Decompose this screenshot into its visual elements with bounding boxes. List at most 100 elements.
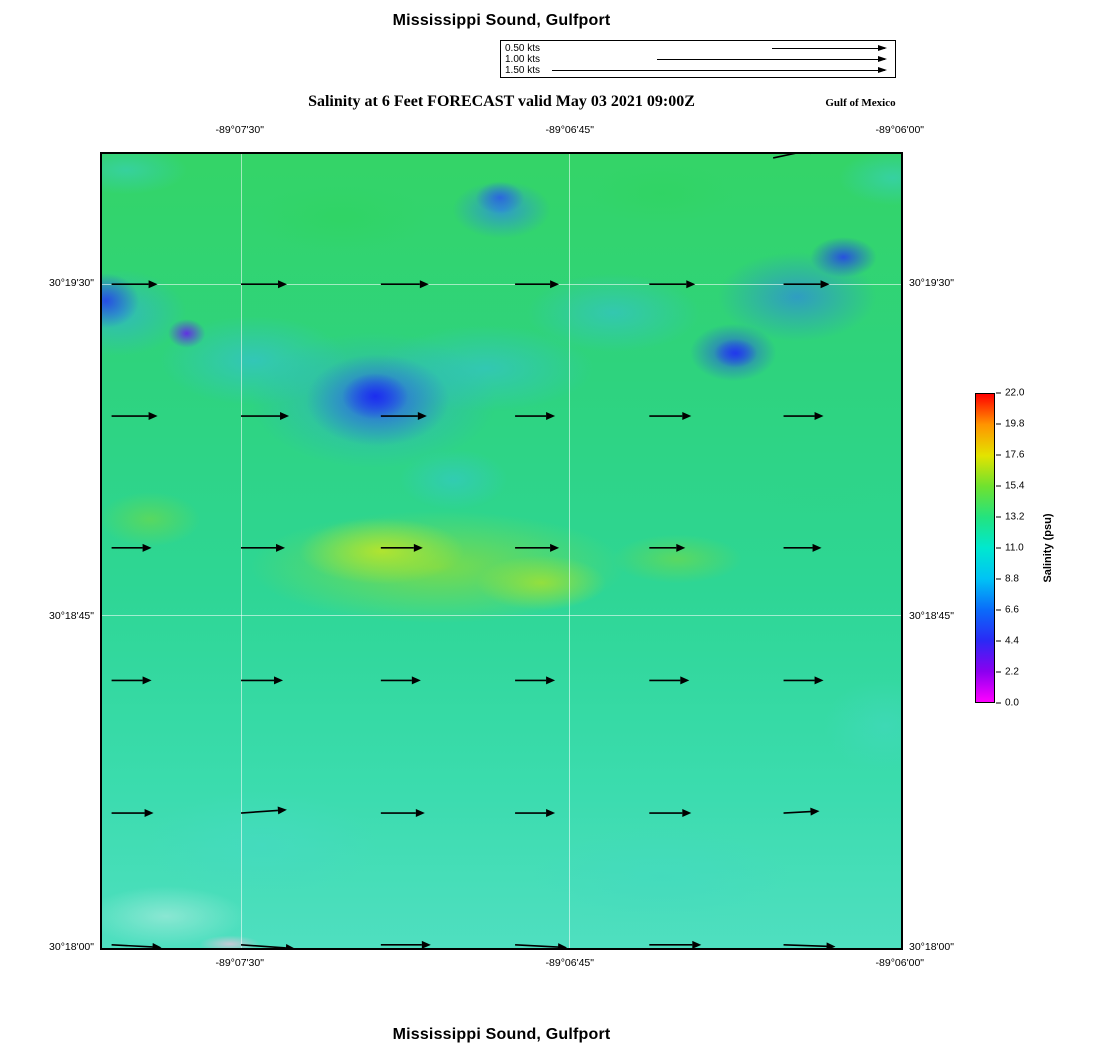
current-vector-arrow bbox=[241, 543, 286, 552]
current-vector-arrow bbox=[380, 280, 429, 289]
axis-left: 30°19'30" 30°18'45" 30°18'00" bbox=[26, 152, 94, 953]
axis-tick-label: -89°06'45" bbox=[545, 957, 594, 969]
current-vector-arrow bbox=[515, 543, 560, 552]
vector-scale-label: 1.00 kts bbox=[505, 54, 541, 65]
colorbar-tick-mark bbox=[996, 671, 1001, 673]
current-vector-arrow bbox=[783, 412, 824, 421]
forecast-subtitle: Salinity at 6 Feet FORECAST valid May 03… bbox=[308, 93, 695, 110]
colorbar-tick: 6.6 bbox=[996, 605, 1019, 616]
axis-tick-label: 30°19'30" bbox=[49, 276, 94, 289]
vector-scale-label: 1.50 kts bbox=[505, 65, 541, 76]
colorbar-tick: 4.4 bbox=[996, 636, 1019, 647]
vector-scale-label: 0.50 kts bbox=[505, 43, 541, 54]
current-vector-arrow bbox=[783, 543, 822, 552]
colorbar-tick-label: 13.2 bbox=[1005, 511, 1025, 523]
current-vector-arrow bbox=[380, 809, 425, 818]
current-vector-arrow bbox=[241, 676, 284, 685]
colorbar-tick-mark bbox=[996, 423, 1001, 425]
current-vector-arrow bbox=[380, 940, 431, 948]
axis-top: -89°07'30" -89°06'45" -89°06'00" bbox=[100, 124, 924, 138]
colorbar-tick: 2.2 bbox=[996, 667, 1019, 678]
colorbar-tick-mark bbox=[996, 516, 1001, 518]
colorbar-title-text: Salinity (psu) bbox=[1042, 513, 1054, 583]
current-vector-arrow bbox=[515, 412, 556, 421]
colorbar-tick-label: 4.4 bbox=[1005, 635, 1019, 647]
axis-tick-label: 30°18'00" bbox=[909, 940, 954, 953]
axis-tick-label: 30°18'45" bbox=[909, 609, 954, 622]
axis-tick-label: -89°06'45" bbox=[545, 124, 594, 136]
colorbar-tick-mark bbox=[996, 609, 1001, 611]
page-title-bottom: Mississippi Sound, Gulfport bbox=[392, 1026, 611, 1043]
vector-scale-row: 1.50 kts bbox=[501, 65, 895, 76]
current-vector-arrow bbox=[783, 942, 836, 948]
vector-scale-arrow bbox=[657, 55, 887, 62]
current-vector-arrow bbox=[240, 806, 287, 815]
colorbar-tick: 11.0 bbox=[996, 543, 1024, 554]
current-vector-arrow bbox=[772, 154, 819, 159]
colorbar-tick: 15.4 bbox=[996, 481, 1024, 492]
region-label: Gulf of Mexico bbox=[825, 97, 896, 109]
current-vector-arrow bbox=[649, 940, 702, 948]
current-vector-arrow bbox=[515, 809, 556, 818]
colorbar-tick-mark bbox=[996, 640, 1001, 642]
current-vectors bbox=[111, 154, 836, 948]
colorbar-tick-label: 0.0 bbox=[1005, 697, 1019, 709]
vector-scale-row: 1.00 kts bbox=[501, 54, 895, 65]
current-vector-arrow bbox=[111, 412, 158, 421]
current-vector-arrow bbox=[111, 543, 152, 552]
axis-tick-label: -89°06'00" bbox=[875, 124, 925, 136]
colorbar-tick: 19.8 bbox=[996, 419, 1024, 430]
current-vector-arrow bbox=[515, 943, 568, 948]
vector-scale-row: 0.50 kts bbox=[501, 43, 895, 54]
colorbar-gradient bbox=[975, 393, 995, 703]
salinity-field bbox=[102, 154, 901, 948]
current-vector-arrow bbox=[649, 809, 692, 818]
current-vector-arrow bbox=[783, 807, 820, 816]
colorbar-tick-label: 8.8 bbox=[1005, 573, 1019, 585]
colorbar-tick-mark bbox=[996, 547, 1001, 549]
current-vector-arrow bbox=[241, 280, 288, 289]
current-vector-arrow bbox=[111, 809, 154, 818]
current-vector-arrow bbox=[111, 676, 152, 685]
current-vector-arrow bbox=[380, 676, 421, 685]
current-vector-arrow bbox=[649, 543, 686, 552]
current-vector-arrow bbox=[649, 412, 692, 421]
current-vector-arrow bbox=[240, 943, 295, 948]
colorbar-tick: 0.0 bbox=[996, 698, 1019, 709]
colorbar-tick-label: 15.4 bbox=[1005, 480, 1025, 492]
current-vector-arrow bbox=[649, 676, 690, 685]
current-vector-arrow bbox=[515, 676, 556, 685]
colorbar-tick-label: 2.2 bbox=[1005, 666, 1019, 678]
current-vector-arrow bbox=[515, 280, 560, 289]
vector-scale-legend: 0.50 kts 1.00 kts 1.50 kts bbox=[500, 40, 896, 78]
colorbar-tick-label: 17.6 bbox=[1005, 449, 1025, 461]
axis-tick-label: -89°07'30" bbox=[215, 957, 264, 969]
colorbar-tick-label: 19.8 bbox=[1005, 418, 1025, 430]
colorbar-tick: 8.8 bbox=[996, 574, 1019, 585]
current-vector-arrow bbox=[783, 280, 830, 289]
current-vector-arrow bbox=[111, 280, 158, 289]
colorbar-tick: 22.0 bbox=[996, 388, 1024, 399]
vector-scale-arrow bbox=[772, 44, 887, 51]
colorbar-ticks: 22.0 19.8 17.6 15.4 13.2 11.0 8.8 6.6 4.4 2.2 0.0 bbox=[996, 388, 1041, 709]
colorbar-tick-mark bbox=[996, 702, 1001, 704]
salinity-map bbox=[100, 152, 903, 950]
axis-right: 30°19'30" 30°18'45" 30°18'00" bbox=[909, 152, 981, 953]
colorbar-tick-label: 22.0 bbox=[1005, 387, 1025, 399]
page-title: Mississippi Sound, Gulfport bbox=[392, 12, 611, 29]
current-vector-arrow bbox=[111, 942, 162, 948]
axis-tick-label: 30°18'45" bbox=[49, 609, 94, 622]
current-vector-arrow bbox=[241, 412, 290, 421]
current-vector-arrow bbox=[783, 676, 824, 685]
colorbar-tick-label: 6.6 bbox=[1005, 604, 1019, 616]
colorbar-tick-mark bbox=[996, 454, 1001, 456]
colorbar-tick-mark bbox=[996, 485, 1001, 487]
colorbar-tick-mark bbox=[996, 578, 1001, 580]
colorbar-tick-mark bbox=[996, 392, 1001, 394]
current-vector-arrow bbox=[380, 543, 423, 552]
vector-scale-arrow bbox=[552, 66, 887, 73]
colorbar-tick-label: 11.0 bbox=[1005, 542, 1024, 554]
axis-tick-label: -89°06'00" bbox=[875, 957, 925, 969]
axis-tick-label: 30°18'00" bbox=[49, 940, 94, 953]
